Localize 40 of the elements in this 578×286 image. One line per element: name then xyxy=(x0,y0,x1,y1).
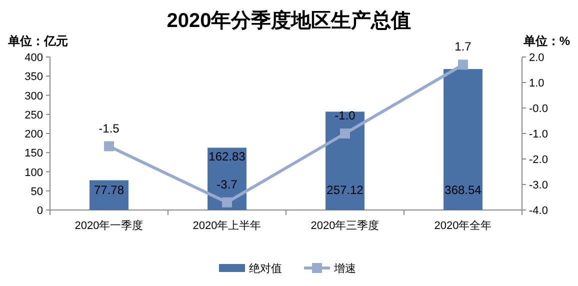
y-tick-label: 100 xyxy=(24,166,43,179)
y-tick-label: 0 xyxy=(36,205,43,217)
y-tick-label: 300 xyxy=(24,90,43,102)
bar xyxy=(326,112,364,210)
y2-tick-label: -4.0 xyxy=(529,205,548,217)
point xyxy=(222,197,232,208)
data-label: -1.5 xyxy=(98,121,120,136)
legend-label: 增速 xyxy=(333,262,356,275)
data-label: -1.0 xyxy=(334,108,356,122)
point xyxy=(458,60,468,70)
bar xyxy=(90,180,128,210)
data-label: 77.78 xyxy=(94,183,124,198)
data-label: 368.54 xyxy=(444,183,482,197)
y2-axis-title: 单位：% xyxy=(522,34,570,48)
y2-tick-label: 1.0 xyxy=(529,78,544,90)
y-tick-label: 150 xyxy=(24,148,43,160)
x-tick-label: 2020年上半年 xyxy=(192,219,262,232)
y-tick-label: 350 xyxy=(24,71,43,84)
y-tick-label: 250 xyxy=(24,109,43,122)
y-tick-label: 50 xyxy=(30,186,43,198)
x-tick-label: 2020年三季度 xyxy=(310,219,380,232)
point xyxy=(104,141,114,152)
y2-tick-label: -3.0 xyxy=(529,180,548,192)
y2-tick-label: -0.0 xyxy=(529,103,548,115)
y-axis-title: 单位：亿元 xyxy=(7,34,68,48)
data-label: -3.7 xyxy=(216,177,238,192)
legend-label: 绝对值 xyxy=(249,262,282,275)
bar xyxy=(444,69,482,210)
data-label: 162.83 xyxy=(208,150,246,164)
x-tick-label: 2020年一季度 xyxy=(74,219,144,232)
y-tick-label: 200 xyxy=(24,128,43,140)
y2-tick-label: -1.0 xyxy=(529,128,548,140)
point xyxy=(340,128,350,138)
y-tick-label: 400 xyxy=(24,52,43,64)
x-tick-label: 2020年全年 xyxy=(434,220,492,232)
y2-tick-label: -2.0 xyxy=(529,154,548,166)
data-label: 1.7 xyxy=(454,40,472,54)
chart-title: 2020年分季度地区生产总值 xyxy=(166,9,412,32)
data-label: 257.12 xyxy=(326,183,364,197)
y2-tick-label: 2.0 xyxy=(529,52,544,64)
